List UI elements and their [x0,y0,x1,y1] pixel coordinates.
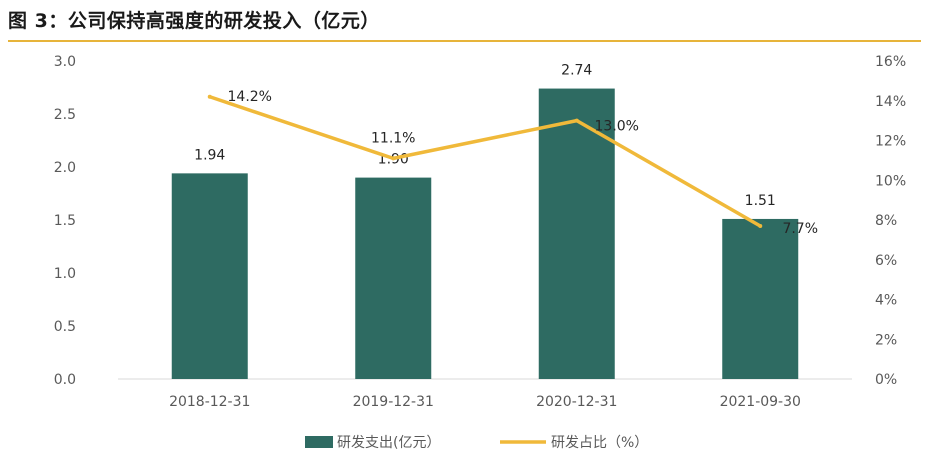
x-tick-label: 2019-12-31 [353,394,434,410]
y-left-axis: 0.0 0.5 1.0 1.5 2.0 2.5 3.0 [54,54,76,388]
y-left-tick-label: 0.0 [54,372,76,388]
y-right-tick-label: 8% [875,213,897,229]
bar-series [171,88,799,379]
y-left-tick-label: 0.5 [54,319,76,335]
y-left-tick-label: 2.5 [54,107,76,123]
line-value-label: 13.0% [595,119,639,135]
line-value-label: 11.1% [371,130,415,146]
x-tick-label: 2021-09-30 [720,394,801,410]
bar [355,177,432,379]
y-left-tick-label: 1.0 [54,266,76,282]
line-value-label: 7.7% [782,221,818,237]
bar-value-label: 1.94 [194,147,225,163]
y-left-tick-label: 2.0 [54,160,76,176]
y-right-tick-label: 14% [875,94,906,110]
x-axis: 2018-12-31 2019-12-31 2020-12-31 2021-09-30 [169,394,801,410]
x-tick-label: 2018-12-31 [169,394,250,410]
y-right-tick-label: 0% [875,372,897,388]
legend: 研发支出(亿元） 研发占比（%） [305,435,648,451]
bar-data-labels: 1.941.902.741.51 [194,63,776,209]
legend-line-label: 研发占比（%） [551,435,648,451]
bar-value-label: 2.74 [561,63,592,79]
legend-bar-label: 研发支出(亿元） [337,435,440,451]
legend-bar-swatch [305,436,333,448]
y-right-tick-label: 2% [875,332,897,348]
line-point [207,94,212,99]
bar [722,218,799,379]
bar [171,173,248,379]
line-series [207,94,763,228]
line-value-label: 14.2% [228,89,272,105]
y-right-axis: 0% 2% 4% 6% 8% 10% 12% 14% 16% [875,54,906,388]
y-left-tick-label: 1.5 [54,213,76,229]
y-right-tick-label: 10% [875,173,906,189]
y-right-tick-label: 12% [875,134,906,150]
y-right-tick-label: 4% [875,293,897,309]
line-path [209,95,762,228]
bar-value-label: 1.51 [745,193,776,209]
y-left-tick-label: 3.0 [54,54,76,70]
line-point [391,156,396,161]
figure-title: 图 3：公司保持高强度的研发投入（亿元） [8,10,380,32]
x-tick-label: 2020-12-31 [536,394,617,410]
y-right-tick-label: 16% [875,54,906,70]
line-point [574,118,579,123]
line-point [758,223,763,228]
line-data-labels: 14.2% 11.1% 13.0% 7.7% [228,89,819,237]
title-rule [8,40,921,42]
y-right-tick-label: 6% [875,253,897,269]
